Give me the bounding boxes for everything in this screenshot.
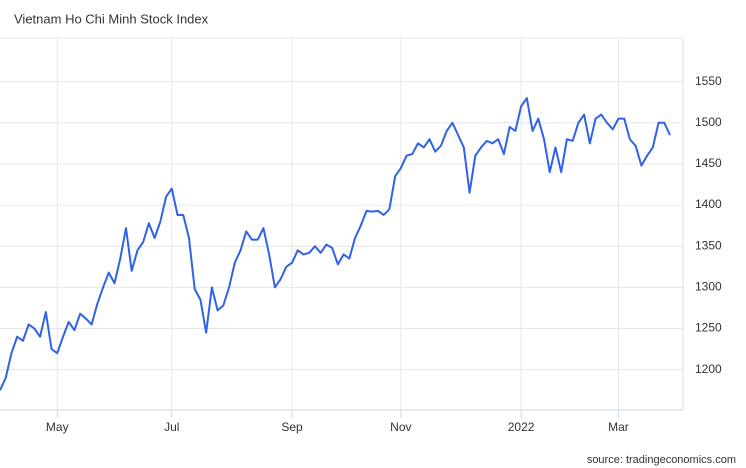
y-tick-label: 1200 bbox=[695, 362, 722, 376]
source: source: tradingeconomics.com bbox=[587, 454, 736, 466]
x-tick-label: Nov bbox=[390, 420, 411, 434]
x-tick-label: May bbox=[46, 420, 69, 434]
x-tick-label: Sep bbox=[281, 420, 303, 434]
y-tick-label: 1550 bbox=[695, 74, 722, 88]
y-tick-label: 1350 bbox=[695, 238, 722, 252]
y-tick-label: 1450 bbox=[695, 156, 722, 170]
x-tick-label: Mar bbox=[608, 420, 629, 434]
y-tick-label: 1250 bbox=[695, 321, 722, 335]
chart-title: Vietnam Ho Chi Minh Stock Index bbox=[14, 11, 209, 26]
y-tick-label: 1300 bbox=[695, 280, 722, 294]
x-tick-label: 2022 bbox=[508, 420, 535, 434]
y-tick-label: 1500 bbox=[695, 115, 722, 129]
line bbox=[0, 97, 671, 391]
y-tick-label: 1400 bbox=[695, 197, 722, 211]
x-tick-label: Jul bbox=[164, 420, 179, 434]
